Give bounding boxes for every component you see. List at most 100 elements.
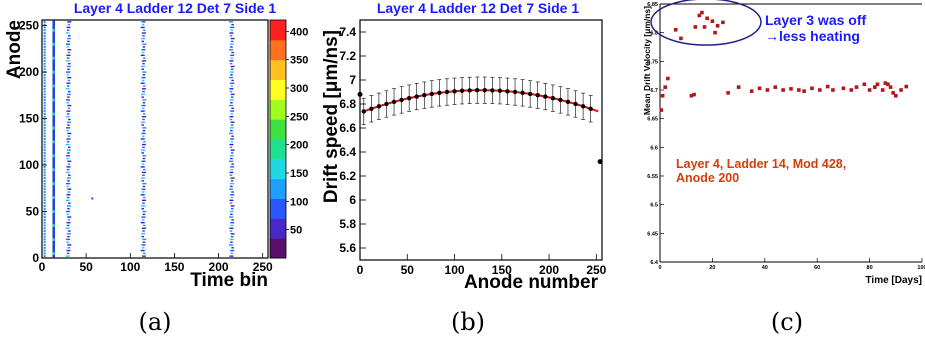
data-point	[543, 94, 548, 99]
heatmap-cell	[52, 73, 55, 77]
x-tick-label: 20	[709, 265, 715, 271]
data-point	[422, 92, 427, 98]
heatmap-cell	[142, 230, 145, 232]
heatmap-cell	[230, 196, 234, 199]
heatmap-cell	[43, 90, 46, 93]
colorbar-segment	[270, 148, 286, 160]
heatmap-cell	[141, 40, 144, 43]
heatmap-cell	[141, 208, 144, 210]
heatmap-cell	[230, 37, 235, 40]
heatmap-cell	[65, 227, 70, 229]
heatmap-cell	[43, 190, 46, 193]
heatmap-cell	[230, 249, 235, 252]
heatmap-cell	[230, 29, 234, 31]
heatmap-cell	[66, 85, 70, 87]
x-tick-label: 100	[917, 265, 925, 271]
heatmap-cell	[143, 168, 146, 171]
heatmap-cell	[52, 207, 55, 211]
data-point	[663, 85, 668, 89]
heatmap-cell	[43, 112, 46, 115]
heatmap-cell	[66, 224, 70, 227]
panel-a-ylabel: Anode	[4, 20, 25, 79]
heatmap-cell	[43, 213, 46, 216]
heatmap-cell	[230, 82, 235, 84]
heatmap-cell	[140, 194, 145, 196]
data-point	[702, 25, 707, 29]
colorbar-segment	[270, 119, 286, 130]
heatmap-cell	[52, 92, 55, 96]
heatmap-cell	[66, 54, 71, 57]
heatmap-cell	[142, 157, 146, 160]
data-point	[527, 91, 533, 97]
heatmap-cell	[142, 241, 146, 243]
heatmap-cell	[66, 241, 69, 243]
data-point	[391, 99, 397, 105]
heatmap-cell	[52, 84, 55, 88]
heatmap-cell	[52, 187, 55, 191]
heatmap-cell	[66, 99, 71, 101]
heatmap-cell	[68, 62, 71, 65]
heatmap-cell	[52, 210, 55, 214]
heatmap-cell	[52, 151, 55, 155]
data-point	[361, 109, 366, 114]
heatmap-cell	[52, 45, 55, 49]
heatmap-cell	[52, 62, 55, 66]
heatmap-cell	[142, 43, 147, 45]
heatmap-cell	[142, 102, 146, 104]
y-tick-label: 6.6	[339, 121, 356, 135]
data-point	[444, 89, 450, 95]
heatmap-cell	[230, 213, 233, 216]
heatmap-cell	[66, 129, 69, 132]
heatmap-cell	[43, 193, 46, 196]
heatmap-cell	[231, 247, 234, 249]
data-point	[797, 88, 801, 92]
x-tick-label: 250	[253, 260, 273, 274]
heatmap-cell	[229, 127, 234, 129]
data-point	[721, 20, 725, 25]
y-tick-label: 6.8	[339, 97, 356, 111]
heatmap-cell	[52, 193, 55, 197]
y-tick-label: 6.45	[647, 231, 658, 237]
heatmap-cell	[141, 21, 146, 23]
heatmap-cell	[52, 198, 55, 202]
heatmap-cell	[141, 79, 145, 82]
heatmap-cell	[52, 190, 55, 194]
heatmap-cell	[66, 37, 71, 40]
heatmap-cell	[230, 54, 235, 57]
heatmap-cell	[43, 37, 46, 40]
heatmap-cell	[66, 168, 70, 171]
heatmap-cell	[143, 57, 146, 59]
heatmap-cell	[142, 99, 147, 101]
heatmap-cell	[66, 138, 71, 140]
heatmap-cell	[229, 160, 234, 163]
panel-b-xlabel: Anode number	[464, 272, 599, 293]
heatmap-cell	[141, 163, 145, 165]
data-point	[841, 86, 846, 91]
y-tick-label: 200	[19, 65, 39, 79]
heatmap-cell	[52, 212, 55, 216]
outlier-point	[597, 159, 603, 165]
x-tick-label: 100	[120, 260, 140, 274]
heatmap-cell	[52, 145, 55, 149]
heatmap-cell	[67, 21, 72, 23]
heatmap-cell	[230, 235, 234, 238]
heatmap-cell	[65, 60, 70, 62]
heatmap-cell	[66, 221, 71, 224]
colorbar-tick-label: 100	[290, 196, 308, 208]
heatmap-cell	[141, 93, 146, 96]
y-tick-label: 6.65	[647, 117, 658, 123]
heatmap-cell	[52, 117, 55, 121]
y-tick-label: 5.8	[339, 217, 356, 231]
heatmap-cell	[140, 110, 145, 112]
heatmap-cell	[66, 26, 71, 29]
heatmap-cell	[66, 102, 69, 104]
y-tick-label: 100	[19, 158, 39, 172]
heatmap-cell	[141, 188, 146, 190]
heatmap-cell	[52, 70, 55, 74]
heatmap-cell	[230, 252, 234, 255]
heatmap-cell	[141, 233, 146, 235]
colorbar-segment	[270, 228, 286, 239]
heatmap-cell	[67, 163, 71, 165]
heatmap-cell	[229, 132, 234, 135]
data-point	[689, 93, 694, 98]
